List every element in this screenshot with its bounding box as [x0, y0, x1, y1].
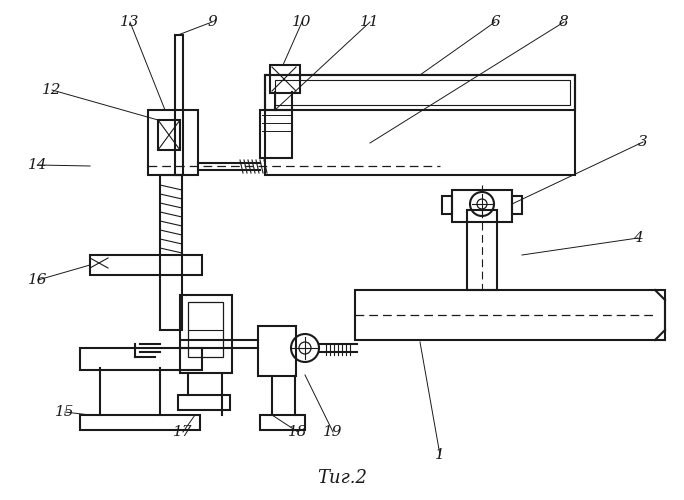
- Bar: [512, 196, 522, 214]
- Bar: [258, 326, 296, 376]
- Bar: [452, 190, 512, 222]
- Text: 10: 10: [292, 15, 312, 29]
- Bar: [442, 196, 452, 214]
- Bar: [90, 255, 202, 275]
- Text: 11: 11: [360, 15, 380, 29]
- Bar: [265, 75, 575, 175]
- Bar: [260, 110, 292, 158]
- Text: 8: 8: [559, 15, 569, 29]
- Text: 12: 12: [42, 83, 62, 97]
- Text: 17: 17: [173, 425, 193, 439]
- Text: Τиг.2: Τиг.2: [317, 469, 367, 487]
- Text: 14: 14: [28, 158, 48, 172]
- Bar: [80, 415, 200, 430]
- Bar: [175, 35, 183, 175]
- Bar: [260, 415, 305, 430]
- Bar: [265, 75, 575, 110]
- Text: 15: 15: [55, 405, 75, 419]
- Text: 9: 9: [207, 15, 217, 29]
- Bar: [270, 65, 300, 93]
- Text: 1: 1: [435, 448, 445, 462]
- Text: 13: 13: [120, 15, 140, 29]
- Bar: [178, 395, 230, 410]
- Text: 4: 4: [633, 231, 643, 245]
- Bar: [355, 290, 665, 340]
- Bar: [275, 80, 570, 105]
- Bar: [467, 210, 497, 290]
- Text: 6: 6: [490, 15, 500, 29]
- Bar: [180, 295, 232, 373]
- Bar: [160, 175, 182, 330]
- Bar: [148, 110, 198, 175]
- Text: 3: 3: [638, 135, 648, 149]
- Text: 18: 18: [288, 425, 308, 439]
- Bar: [188, 302, 223, 357]
- Bar: [80, 348, 202, 370]
- Text: 19: 19: [324, 425, 343, 439]
- Bar: [158, 120, 180, 150]
- Text: 16: 16: [28, 273, 48, 287]
